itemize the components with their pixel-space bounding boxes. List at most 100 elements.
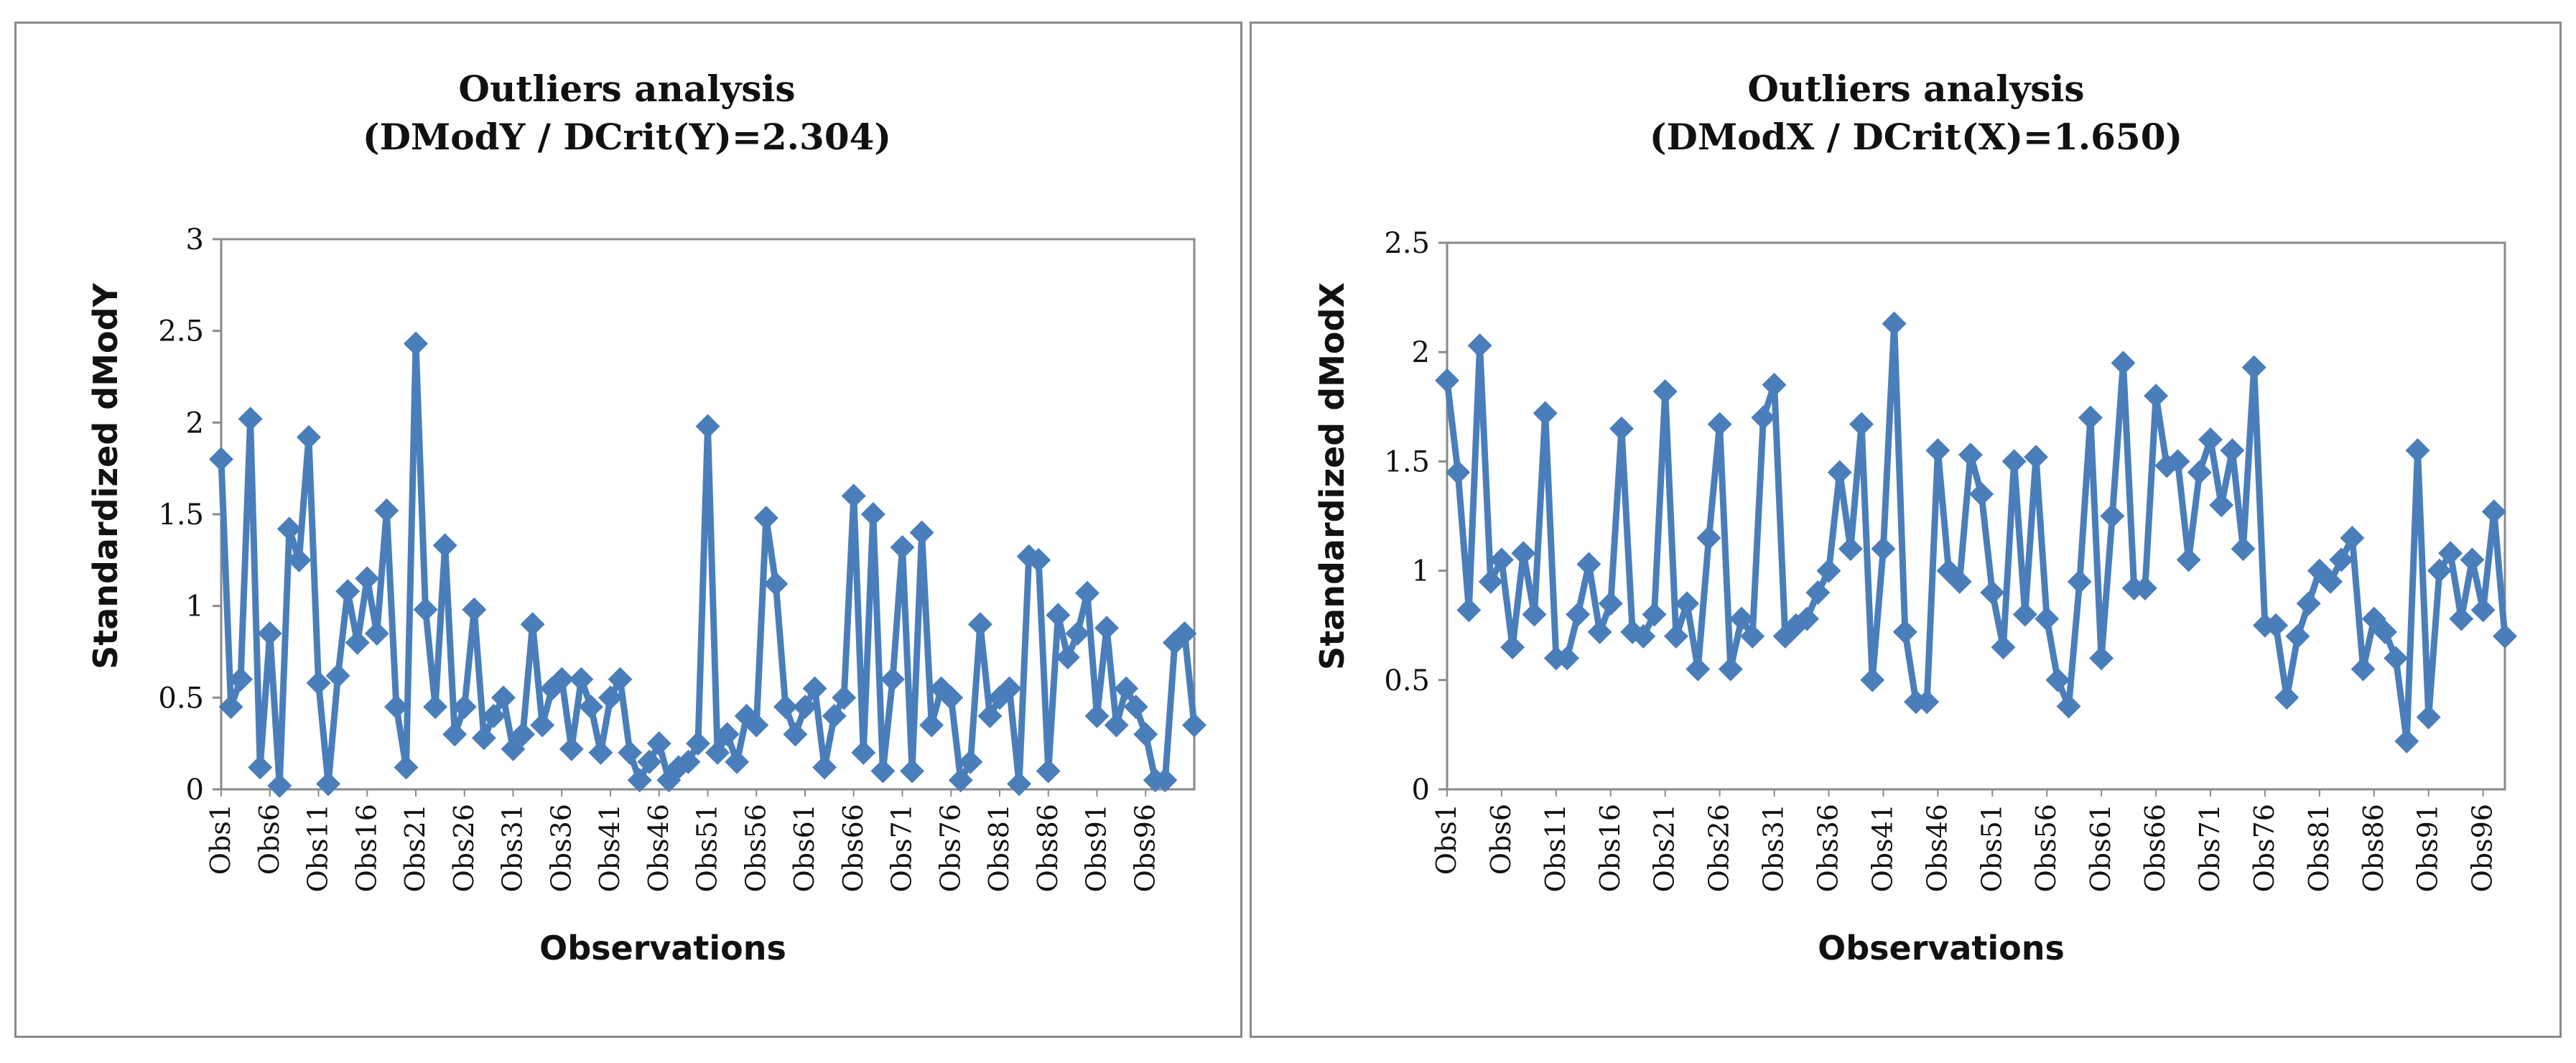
y-tick-label: 1 bbox=[1412, 555, 1430, 588]
data-point bbox=[287, 547, 312, 572]
data-point bbox=[1511, 541, 1536, 566]
data-point bbox=[1925, 438, 1950, 463]
data-point bbox=[1094, 616, 1120, 641]
data-point bbox=[2089, 646, 2114, 671]
data-point bbox=[248, 755, 273, 780]
data-point bbox=[1104, 712, 1129, 738]
data-point bbox=[471, 725, 496, 751]
data-point bbox=[2165, 449, 2190, 474]
data-point bbox=[549, 667, 575, 692]
data-point bbox=[1762, 372, 1787, 397]
data-point bbox=[1566, 602, 1591, 627]
data-point bbox=[2329, 547, 2354, 572]
data-point bbox=[637, 749, 662, 774]
data-point bbox=[374, 498, 399, 523]
data-point bbox=[296, 424, 321, 450]
data-point bbox=[1587, 619, 1612, 644]
data-point bbox=[1467, 333, 1492, 358]
data-point bbox=[228, 667, 254, 692]
x-tick-label: Obs76 bbox=[2249, 804, 2280, 892]
chart-title: Outliers analysis bbox=[1747, 68, 2084, 110]
series-line bbox=[218, 340, 1198, 789]
x-tick-label: Obs6 bbox=[1485, 804, 1517, 875]
plot-area bbox=[1446, 241, 2506, 791]
y-tick-label: 2.5 bbox=[158, 315, 204, 348]
x-tick-label: Obs56 bbox=[2030, 804, 2062, 892]
data-point bbox=[1696, 525, 1721, 550]
data-point bbox=[967, 612, 992, 637]
data-point bbox=[880, 667, 905, 692]
data-point bbox=[2416, 705, 2441, 730]
data-point bbox=[1740, 623, 1765, 649]
x-tick-label: Obs61 bbox=[2085, 804, 2116, 892]
data-point bbox=[2154, 453, 2180, 478]
data-point bbox=[705, 740, 730, 765]
data-point bbox=[1751, 405, 1776, 430]
data-point bbox=[2176, 547, 2201, 572]
dmodx-chart: Outliers analysis (DModX / DCrit(X)=1.65… bbox=[1313, 68, 2517, 967]
data-point bbox=[1805, 580, 1831, 605]
data-point bbox=[2384, 646, 2409, 671]
data-point bbox=[2241, 355, 2266, 380]
dmody-chart: Outliers analysis (DModY / DCrit(Y)=2.30… bbox=[86, 68, 1206, 967]
data-point bbox=[2460, 547, 2485, 572]
data-point bbox=[1675, 591, 1700, 616]
data-point bbox=[2296, 591, 2321, 616]
data-point bbox=[1026, 547, 1051, 572]
data-point bbox=[1663, 623, 1688, 649]
x-tick-label: Obs96 bbox=[2467, 804, 2498, 892]
data-point bbox=[1555, 646, 1580, 671]
data-point bbox=[2078, 405, 2103, 430]
x-tick-label: Obs46 bbox=[643, 804, 674, 892]
x-tick-label: Obs6 bbox=[254, 804, 285, 875]
data-point bbox=[1827, 460, 1852, 485]
data-point bbox=[812, 755, 837, 780]
x-tick-label: Obs16 bbox=[1594, 804, 1626, 892]
data-point bbox=[2144, 384, 2169, 409]
data-point bbox=[598, 685, 623, 710]
x-tick-label: Obs66 bbox=[2139, 804, 2171, 892]
data-point bbox=[2264, 613, 2289, 638]
y-tick-label: 0.5 bbox=[158, 682, 204, 715]
data-point bbox=[2198, 427, 2223, 452]
data-point bbox=[432, 533, 457, 558]
data-point bbox=[2045, 667, 2070, 692]
data-point bbox=[1046, 603, 1071, 628]
x-tick-label: Obs66 bbox=[837, 804, 869, 892]
data-point bbox=[462, 597, 487, 622]
data-point bbox=[627, 768, 652, 793]
x-tick-label: Obs11 bbox=[302, 804, 334, 892]
x-tick-label: Obs51 bbox=[692, 804, 723, 892]
data-point bbox=[1446, 460, 1471, 485]
data-point bbox=[2427, 558, 2452, 583]
data-point bbox=[1718, 656, 1743, 682]
data-point bbox=[2372, 619, 2397, 644]
data-point bbox=[1685, 656, 1711, 682]
right-chart-panel: Outliers analysis (DModX / DCrit(X)=1.65… bbox=[1250, 22, 2562, 1038]
data-point bbox=[490, 685, 516, 710]
data-point bbox=[1882, 311, 1907, 336]
data-point bbox=[870, 758, 896, 784]
data-point bbox=[1915, 690, 1940, 715]
data-point bbox=[569, 667, 594, 692]
data-point bbox=[578, 695, 603, 720]
data-point bbox=[2035, 606, 2060, 631]
data-point bbox=[1783, 613, 1808, 638]
left-chart-panel: Outliers analysis (DModY / DCrit(Y)=2.30… bbox=[14, 22, 1242, 1038]
data-point bbox=[695, 414, 720, 439]
data-point bbox=[1084, 703, 1110, 728]
data-point bbox=[1642, 602, 1667, 627]
data-point bbox=[851, 740, 876, 765]
data-point bbox=[1522, 602, 1547, 627]
data-point bbox=[939, 685, 964, 710]
data-point bbox=[2449, 606, 2474, 631]
data-point bbox=[209, 447, 233, 472]
data-point bbox=[276, 516, 302, 542]
data-point bbox=[725, 749, 750, 774]
x-tick-label: Obs46 bbox=[1921, 804, 1953, 892]
data-point bbox=[890, 534, 915, 560]
data-point bbox=[1074, 580, 1099, 605]
data-point bbox=[841, 483, 866, 509]
chart-title: Outliers analysis bbox=[458, 68, 795, 110]
x-tick-label: Obs1 bbox=[205, 804, 236, 875]
